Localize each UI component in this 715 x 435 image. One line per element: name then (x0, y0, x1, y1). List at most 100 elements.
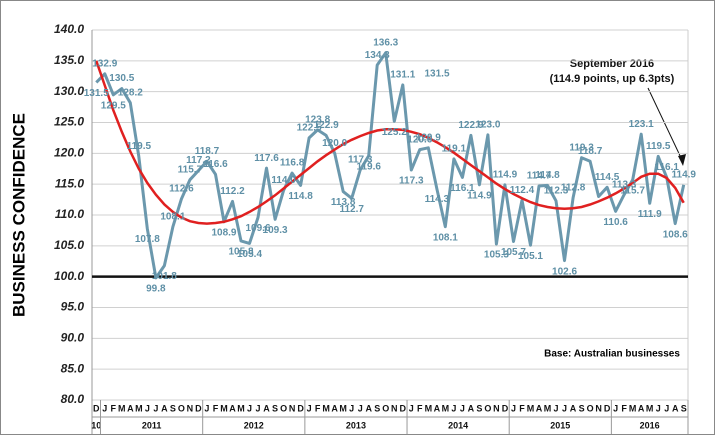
x-tick-label: J (511, 403, 516, 413)
annotation: Base: Australian businesses (544, 349, 680, 360)
year-label: 10 (91, 420, 101, 430)
value-label: 105.3 (484, 250, 509, 261)
year-label: 2011 (142, 420, 162, 430)
x-tick-label: A (570, 403, 577, 413)
value-label: 110.6 (603, 217, 628, 228)
x-tick-label: J (554, 403, 559, 413)
x-tick-label: S (374, 403, 380, 413)
value-label: 112.4 (510, 185, 535, 196)
x-tick-label: M (339, 403, 347, 413)
year-label: 2012 (244, 420, 264, 430)
value-label: 114.3 (425, 194, 450, 205)
x-tick-label: J (613, 403, 618, 413)
x-tick-label: J (349, 403, 354, 413)
x-tick-label: M (135, 403, 143, 413)
value-label: 109.6 (246, 223, 271, 234)
value-label: 117.6 (254, 153, 279, 164)
value-label: 116.8 (280, 158, 305, 169)
x-tick-label: J (460, 403, 465, 413)
x-tick-label: O (178, 403, 185, 413)
x-tick-label: M (237, 403, 245, 413)
x-tick-label: D (604, 403, 611, 413)
value-label: 120.0 (322, 138, 347, 149)
x-tick-label: D (502, 403, 509, 413)
value-label: 118.7 (578, 146, 603, 157)
x-tick-label: M (646, 403, 654, 413)
y-tick-label: 130.0 (54, 84, 84, 98)
value-label: 131.1 (390, 70, 415, 81)
value-label: 108.1 (433, 232, 458, 243)
y-tick-label: 90.0 (61, 331, 85, 345)
y-tick-label: 135.0 (54, 53, 84, 67)
value-label: 122.9 (314, 120, 339, 131)
value-label: 114.8 (288, 191, 313, 202)
value-label: 105.1 (518, 251, 543, 262)
x-tick-label: J (358, 403, 363, 413)
y-tick-label: 115.0 (55, 176, 84, 190)
x-tick-label: N (289, 403, 296, 413)
x-tick-label: J (145, 403, 150, 413)
year-label: 2015 (550, 420, 570, 430)
value-label: 117.3 (399, 176, 424, 187)
value-label: 101.8 (152, 271, 177, 282)
x-tick-label: S (681, 403, 687, 413)
value-label: 119.5 (646, 141, 671, 152)
value-label: 108.9 (211, 227, 236, 238)
x-tick-label: M (527, 403, 535, 413)
value-label: 112.3 (544, 185, 569, 196)
x-tick-label: M (118, 403, 126, 413)
x-tick-label: O (280, 403, 287, 413)
value-label: 118.7 (195, 146, 220, 157)
x-tick-label: D (93, 403, 100, 413)
value-label: 122.9 (458, 120, 483, 131)
value-label: 115.7 (178, 164, 203, 175)
value-label: 132.9 (92, 58, 117, 69)
value-label: 120.9 (416, 132, 441, 143)
value-label: 114.0 (271, 175, 296, 186)
value-label: 131.5 (84, 88, 109, 99)
y-tick-label: 105.0 (54, 238, 84, 252)
x-tick-label: S (170, 403, 176, 413)
value-label: 114.9 (672, 169, 697, 180)
value-label: 113.3 (612, 179, 637, 190)
y-tick-label: 100.0 (54, 269, 84, 283)
value-label: 114.9 (467, 190, 492, 201)
x-tick-label: J (656, 403, 661, 413)
value-label: 105.4 (237, 249, 262, 260)
x-tick-label: J (307, 403, 312, 413)
x-tick-label: M (544, 403, 552, 413)
value-label: 134.3 (365, 50, 390, 61)
year-label: 2014 (448, 420, 468, 430)
line (95, 51, 686, 280)
value-label: 114.5 (595, 172, 620, 183)
value-label: 112.6 (169, 184, 194, 195)
y-tick-label: 110.0 (55, 207, 84, 221)
value-label: 116.6 (203, 159, 228, 170)
x-tick-label: M (220, 403, 228, 413)
value-label: 136.3 (373, 37, 398, 48)
x-tick-label: J (409, 403, 414, 413)
value-label: 130.5 (109, 73, 134, 84)
value-label: 114.8 (535, 170, 560, 181)
value-label: 108.6 (663, 229, 688, 240)
value-label: 109.3 (263, 225, 288, 236)
x-tick-label: S (579, 403, 585, 413)
x-tick-label: S (476, 403, 482, 413)
x-tick-label: M (425, 403, 433, 413)
x-tick-label: F (213, 403, 219, 413)
x-tick-label: M (322, 403, 330, 413)
x-tick-label: O (484, 403, 491, 413)
x-tick-label: J (247, 403, 252, 413)
y-tick-label: 125.0 (54, 115, 84, 129)
x-tick-label: F (111, 403, 117, 413)
x-tick-label: A (638, 403, 645, 413)
value-label: 128.2 (118, 87, 143, 98)
value-label: 105.8 (228, 247, 253, 258)
value-label: 115.7 (620, 185, 645, 196)
value-label: 113.8 (331, 197, 356, 208)
x-tick-label: M (629, 403, 637, 413)
x-tick-label: A (468, 403, 475, 413)
x-tick-label: N (493, 403, 500, 413)
x-tick-label: A (536, 403, 543, 413)
